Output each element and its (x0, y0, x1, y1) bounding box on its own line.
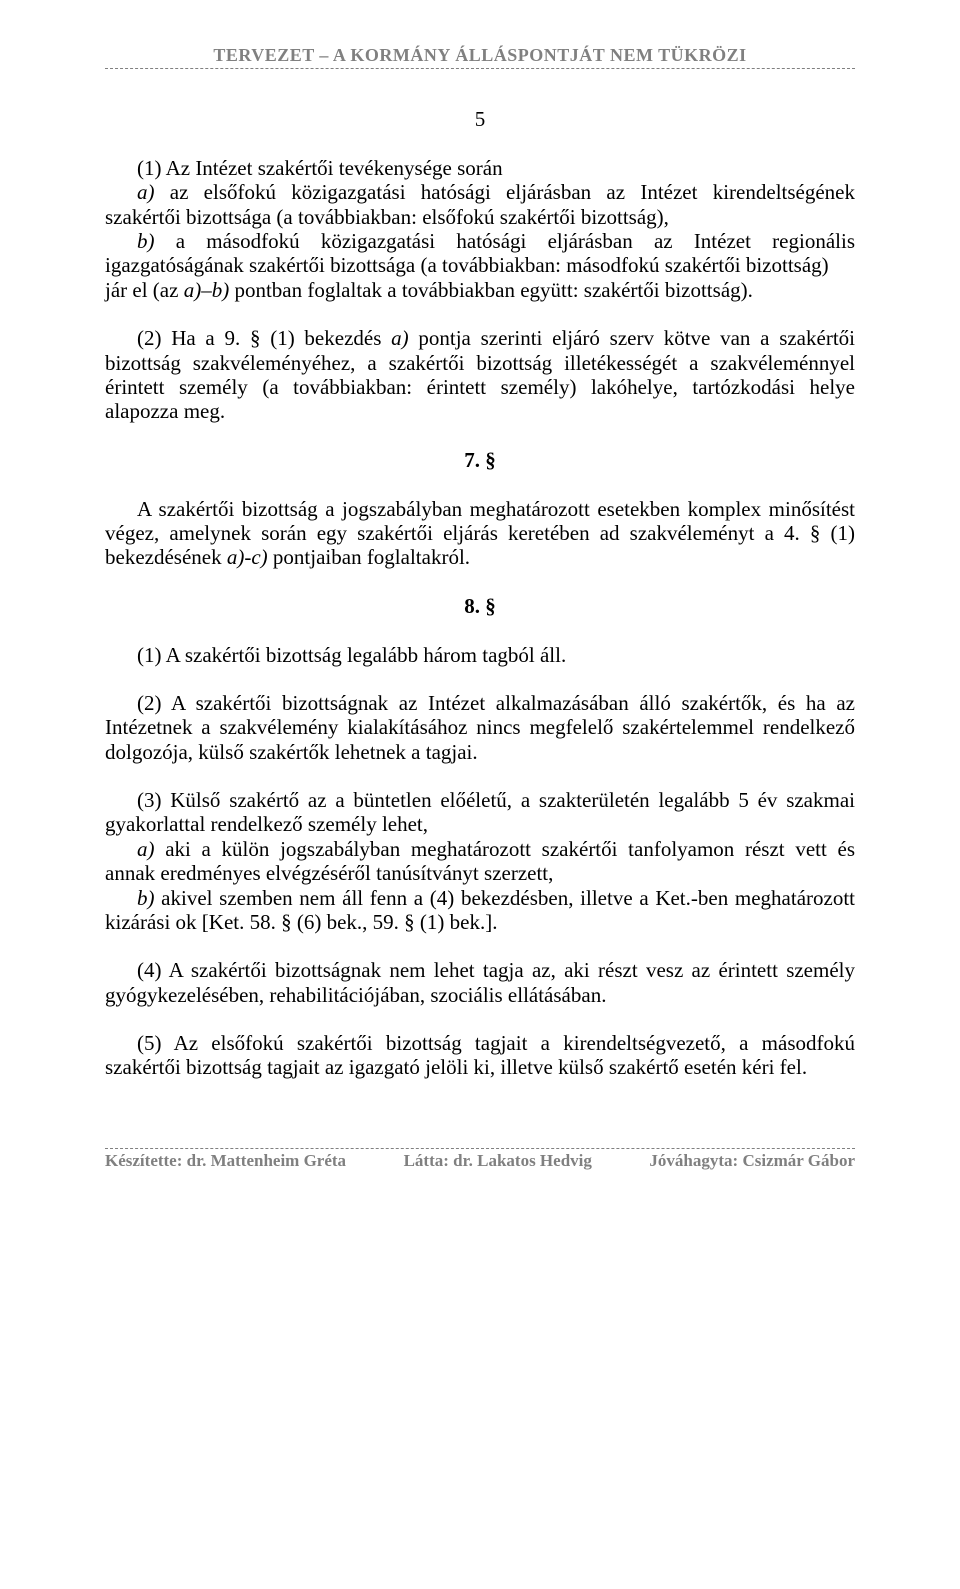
p1-closing-2: pontban foglaltak a továbbiakban együtt:… (229, 278, 753, 302)
footer-mid-label: Látta: (404, 1151, 454, 1170)
footer: Készítette: dr. Mattenheim Gréta Látta: … (105, 1148, 855, 1171)
footer-right-label: Jóváhagyta: (649, 1151, 742, 1170)
p3-part2: pontjaiban foglaltakról. (268, 545, 470, 569)
p2-part1: (2) Ha a 9. § (1) bekezdés (137, 326, 391, 350)
p1-a-text: az elsőfokú közigazgatási hatósági eljár… (105, 180, 855, 228)
p6-b-prefix: b) (137, 886, 155, 910)
paragraph-3: A szakértői bizottság a jogszabályban me… (105, 497, 855, 570)
paragraph-6: (3) Külső szakértő az a büntetlen előéle… (105, 788, 855, 934)
p1-closing-1: jár el (az (105, 278, 184, 302)
p6-item-b: b) akivel szemben nem áll fenn a (4) bek… (105, 886, 855, 935)
footer-right-name: Csizmár Gábor (742, 1151, 855, 1170)
p6-a-text: aki a külön jogszabályban meghatározott … (105, 837, 855, 885)
footer-divider (105, 1148, 855, 1149)
footer-row: Készítette: dr. Mattenheim Gréta Látta: … (105, 1151, 855, 1171)
p1-closing: jár el (az a)–b) pontban foglaltak a tov… (105, 278, 855, 302)
header-divider (105, 68, 855, 69)
document-page: TERVEZET – A KORMÁNY ÁLLÁSPONTJÁT NEM TÜ… (0, 0, 960, 1211)
paragraph-2: (2) Ha a 9. § (1) bekezdés a) pontja sze… (105, 326, 855, 423)
paragraph-7: (4) A szakértői bizottságnak nem lehet t… (105, 958, 855, 1007)
paragraph-5: (2) A szakértői bizottságnak az Intézet … (105, 691, 855, 764)
p1-a-prefix: a) (137, 180, 155, 204)
footer-left-name: dr. Mattenheim Gréta (187, 1151, 346, 1170)
p1-item-a: a) az elsőfokú közigazgatási hatósági el… (105, 180, 855, 229)
footer-mid-name: dr. Lakatos Hedvig (453, 1151, 592, 1170)
paragraph-1: (1) Az Intézet szakértői tevékenysége so… (105, 156, 855, 302)
paragraph-4: (1) A szakértői bizottság legalább három… (105, 643, 855, 667)
section-8: 8. § (105, 594, 855, 619)
p2-italic: a) (391, 326, 409, 350)
p1-item-b: b) a másodfokú közigazgatási hatósági el… (105, 229, 855, 278)
p1-b-text: a másodfokú közigazgatási hatósági eljár… (105, 229, 855, 277)
section-7: 7. § (105, 448, 855, 473)
p1-closing-italic: a)–b) (184, 278, 230, 302)
footer-author: Készítette: dr. Mattenheim Gréta (105, 1151, 346, 1171)
p1-b-prefix: b) (137, 229, 155, 253)
footer-reviewer: Látta: dr. Lakatos Hedvig (404, 1151, 592, 1171)
p3-part1: A szakértői bizottság a jogszabályban me… (105, 497, 855, 570)
p3-italic: a)-c) (227, 545, 268, 569)
p6-item-a: a) aki a külön jogszabályban meghatározo… (105, 837, 855, 886)
header-disclaimer: TERVEZET – A KORMÁNY ÁLLÁSPONTJÁT NEM TÜ… (105, 45, 855, 66)
footer-left-label: Készítette: (105, 1151, 187, 1170)
p6-a-prefix: a) (137, 837, 155, 861)
paragraph-8: (5) Az elsőfokú szakértői bizottság tagj… (105, 1031, 855, 1080)
page-number: 5 (105, 107, 855, 132)
p6-b-text: akivel szemben nem áll fenn a (4) bekezd… (105, 886, 855, 934)
footer-approver: Jóváhagyta: Csizmár Gábor (649, 1151, 855, 1171)
p6-intro: (3) Külső szakértő az a büntetlen előéle… (105, 788, 855, 837)
p1-line1: (1) Az Intézet szakértői tevékenysége so… (105, 156, 855, 180)
